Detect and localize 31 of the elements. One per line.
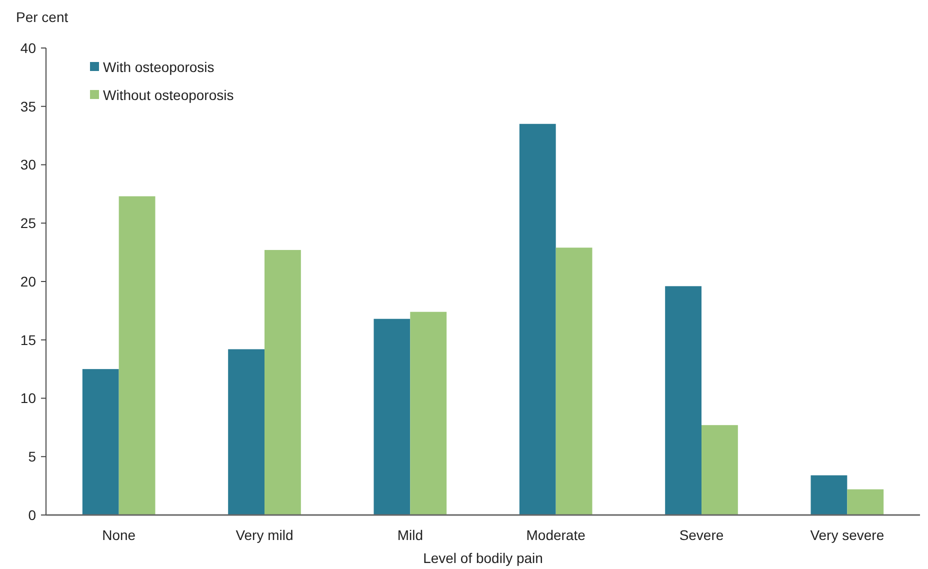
x-tick-label: Moderate (526, 527, 586, 543)
bar (410, 312, 447, 515)
x-tick-label: Mild (397, 527, 424, 543)
bar (374, 318, 410, 515)
y-tick-label: 25 (20, 215, 36, 232)
bar (847, 489, 884, 515)
y-tick-label: 20 (20, 273, 36, 290)
y-tick-label: 35 (20, 98, 36, 114)
bar (702, 425, 738, 515)
x-tick-label: Very severe (810, 527, 884, 543)
y-tick-label: 10 (20, 390, 36, 406)
bar (665, 286, 702, 515)
bar (556, 248, 592, 515)
x-tick-label: Very mild (236, 527, 294, 543)
bar (519, 124, 556, 515)
y-tick-label: 15 (20, 332, 36, 348)
y-tick-label: 40 (20, 40, 36, 56)
y-tick-label: 30 (20, 156, 36, 173)
x-tick-label: None (102, 527, 136, 543)
y-tick-label: 0 (28, 506, 36, 523)
x-axis-title: Level of bodily pain (423, 550, 543, 566)
bar (228, 349, 264, 515)
bar (82, 369, 119, 515)
bar (118, 196, 156, 515)
legend-label: With osteoporosis (103, 58, 214, 75)
x-tick-label: Severe (679, 527, 724, 543)
legend-label: Without osteoporosis (103, 86, 234, 103)
bar (810, 475, 848, 515)
y-axis-title: Per cent (16, 9, 68, 25)
y-tick-label: 5 (28, 448, 36, 465)
bar (264, 250, 301, 515)
